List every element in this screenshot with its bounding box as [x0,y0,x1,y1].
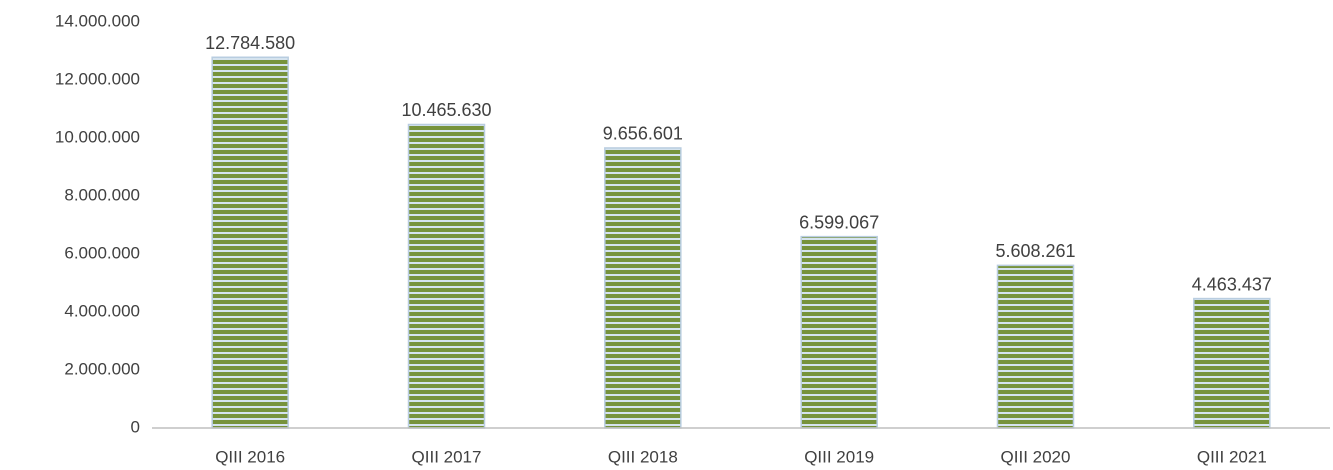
y-tick-label: 4.000.000 [64,301,140,320]
value-label: 12.784.580 [205,33,295,53]
bar [604,147,682,429]
bar [800,235,878,429]
bar [211,56,289,429]
y-tick-label: 2.000.000 [64,359,140,378]
value-label: 6.599.067 [799,212,879,232]
x-tick-label: QIII 2021 [1197,447,1267,466]
y-tick-label: 8.000.000 [64,185,140,204]
y-tick-label: 6.000.000 [64,243,140,262]
value-label: 5.608.261 [995,241,1075,261]
bar [407,123,486,429]
x-tick-label: QIII 2018 [608,447,678,466]
bar [1193,297,1271,429]
y-tick-label: 12.000.000 [55,69,140,88]
bar [996,264,1075,429]
y-tick-label: 14.000.000 [55,11,140,30]
x-tick-label: QIII 2017 [412,447,482,466]
value-label: 4.463.437 [1192,274,1272,294]
y-tick-label: 10.000.000 [55,127,140,146]
x-tick-label: QIII 2016 [215,447,285,466]
x-tick-label: QIII 2020 [1001,447,1071,466]
value-label: 10.465.630 [401,100,491,120]
value-label: 9.656.601 [603,124,683,144]
y-tick-label: 0 [131,417,140,436]
x-tick-label: QIII 2019 [804,447,874,466]
